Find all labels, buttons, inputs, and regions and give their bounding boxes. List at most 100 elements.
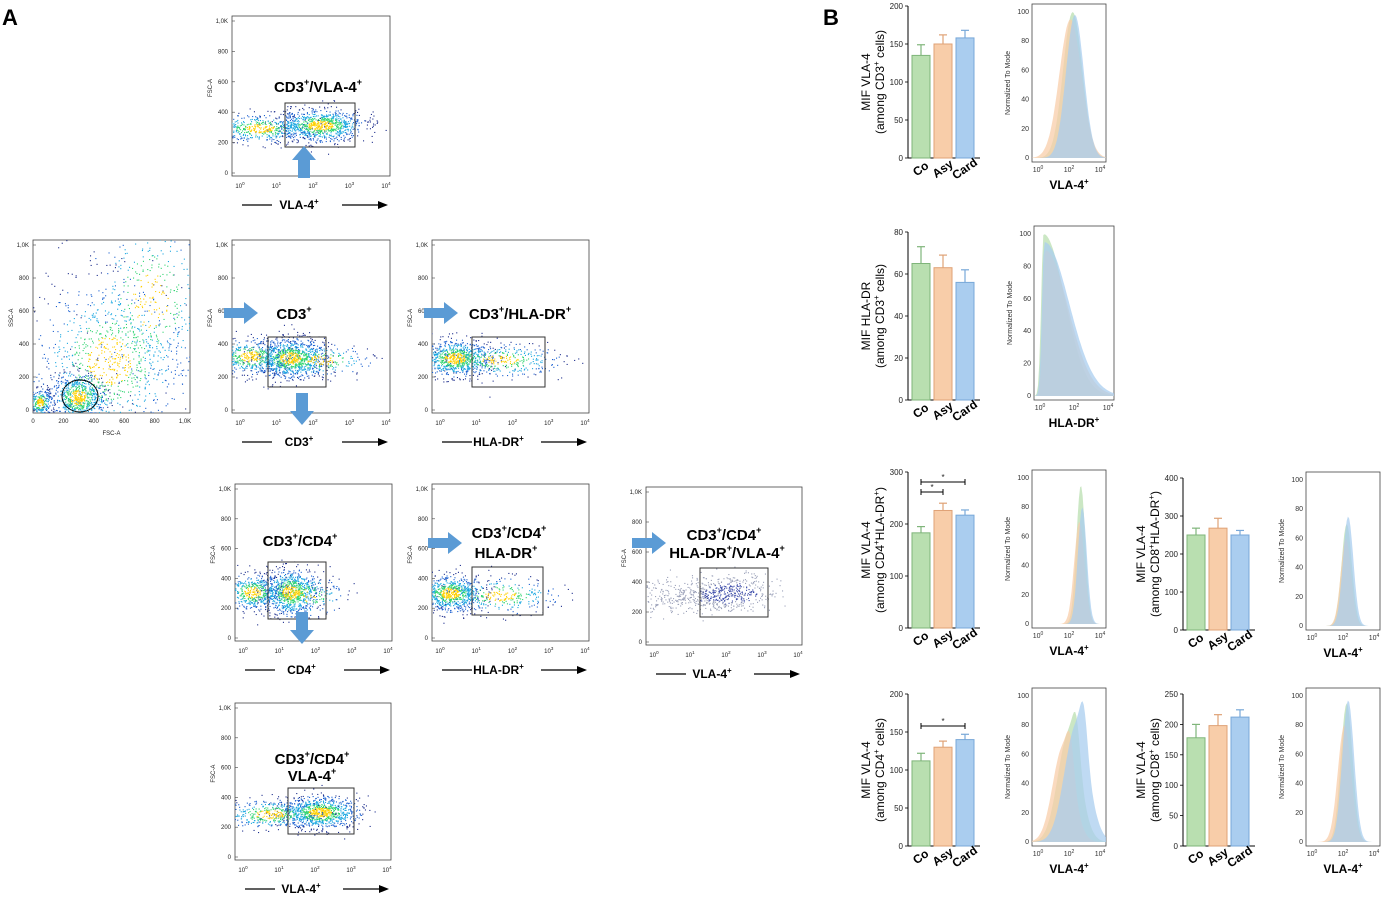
gate-label: HLA-DR+/VLA-4+: [669, 543, 785, 562]
hist-y-tick: 40: [1021, 97, 1029, 104]
axis-arrow-head: [577, 666, 587, 674]
hist-y-label: Normalized To Mode: [1005, 517, 1012, 581]
text-span: 2: [318, 646, 321, 651]
text-span: 2: [317, 865, 320, 870]
text-span: 0: [656, 650, 659, 655]
hist-x-tick: 102: [1338, 849, 1349, 858]
y-tick-label: 0: [899, 154, 904, 163]
significance-star: *: [941, 717, 944, 726]
text-span: VLA-4: [1323, 646, 1358, 660]
text-span: 10: [345, 421, 352, 427]
text-span: +: [872, 295, 881, 300]
hist-y-tick: 80: [1021, 722, 1029, 729]
y-tick-label: 200: [890, 520, 904, 529]
category-label: Card: [1224, 627, 1254, 654]
category-label: Co: [1185, 846, 1206, 867]
y-tick-label: 1,0K: [17, 243, 29, 249]
bar-card: [955, 281, 975, 401]
text-span: 10: [1307, 851, 1315, 858]
text-span: +: [541, 523, 546, 533]
hist-x-label: VLA-4+: [1323, 645, 1363, 660]
y-tick-label: 0: [639, 640, 643, 646]
text-span: ): [1148, 491, 1162, 495]
hist-y-label: Normalized To Mode: [1005, 51, 1012, 115]
text-span: 10: [347, 649, 354, 655]
x-tick-label: 101: [272, 418, 282, 427]
axis-arrow-head: [790, 670, 800, 678]
y-tick-label: 40: [894, 312, 903, 321]
gate-label: CD3+/VLA-4+: [274, 77, 362, 96]
text-span: 10: [1103, 405, 1111, 412]
text-span: 10: [685, 653, 692, 659]
x-tick-label: 104: [381, 418, 391, 427]
y-tick-label: 600: [221, 766, 232, 772]
hist-y-tick: 60: [1021, 533, 1029, 540]
text-span: /CD4: [722, 527, 757, 544]
y-tick-label: 0: [899, 624, 904, 633]
x-tick-label: 103: [346, 865, 356, 874]
hist-y-label: Normalized To Mode: [1279, 735, 1286, 799]
bar-card: [955, 514, 975, 629]
text-span: VLA-4: [1049, 644, 1084, 658]
text-span: 10: [238, 649, 245, 655]
y-tick-label: 50: [1169, 812, 1178, 821]
text-span: +: [293, 531, 298, 541]
x-tick-label: 104: [793, 650, 803, 659]
text-span: 4: [1377, 849, 1380, 855]
hist-y-tick: 20: [1021, 126, 1029, 133]
text-span: 4: [389, 865, 392, 870]
x-tick-label: 800: [150, 419, 161, 425]
text-span: 10: [272, 184, 279, 190]
y-axis-subtitle: (among CD8+ cells): [1147, 718, 1162, 822]
x-tick-label: 104: [383, 646, 393, 655]
text-span: 0: [1315, 633, 1318, 639]
text-span: VLA-4: [692, 667, 727, 681]
y-tick-label: 1,0K: [416, 243, 428, 249]
hist-y-tick: 40: [1021, 563, 1029, 570]
axis-arrow-head: [577, 438, 587, 446]
text-span: 10: [435, 421, 442, 427]
hist-y-tick: 60: [1023, 296, 1031, 303]
text-span: 10: [381, 184, 388, 190]
bar-asy: [933, 267, 953, 401]
bar-co: [1186, 534, 1206, 631]
text-span: +: [519, 434, 524, 443]
hist-y-tick: 100: [1017, 475, 1029, 482]
text-span: 2: [315, 181, 318, 186]
x-tick-label: 102: [508, 418, 518, 427]
text-span: 10: [310, 868, 317, 874]
x-tick-label: 100: [435, 646, 445, 655]
x-tick-label: 100: [238, 865, 248, 874]
y-tick-label: 0: [26, 408, 30, 414]
y-tick-label: 400: [418, 342, 429, 348]
text-span: 3: [353, 865, 356, 870]
y-tick-label: 80: [894, 228, 903, 237]
hist-y-tick: 80: [1295, 722, 1303, 729]
y-axis-label: FSC-A: [211, 765, 217, 783]
gate-box: [267, 336, 327, 388]
y-tick-label: 200: [1165, 720, 1179, 729]
y-axis-label: FSC-A: [408, 546, 414, 564]
x-tick-label: 101: [472, 418, 482, 427]
x-tick-label: 400: [89, 419, 100, 425]
x-tick-label: 103: [345, 418, 355, 427]
text-span: HLA-DR: [1049, 416, 1095, 430]
hist-x-tick: 102: [1064, 849, 1075, 858]
x-tick-label: 103: [544, 646, 554, 655]
hist-x-label: VLA-4+: [1049, 643, 1089, 658]
text-span: 1: [279, 181, 282, 186]
y-axis-label: FSC-A: [211, 546, 217, 564]
bar-asy: [933, 43, 953, 159]
text-span: +: [780, 543, 785, 553]
flow-plot-1: 1,0K8006004002000FSC-A100101102103104VLA…: [208, 15, 391, 212]
y-tick-label: 0: [899, 396, 904, 405]
text-span: +: [304, 77, 309, 87]
y-tick-label: 600: [632, 550, 643, 556]
text-span: CD3: [285, 435, 309, 449]
x-tick-label: 101: [275, 646, 285, 655]
x-axis-marker-label: VLA-4+: [281, 881, 321, 896]
text-span: 3: [352, 418, 355, 423]
text-span: cells): [873, 30, 887, 61]
text-span: 2: [1346, 633, 1349, 639]
